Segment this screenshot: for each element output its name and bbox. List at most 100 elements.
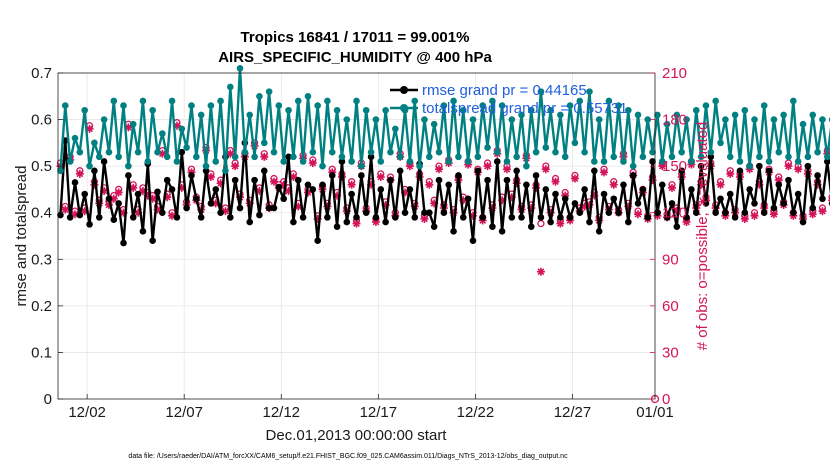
series-point xyxy=(290,218,297,226)
series-point xyxy=(81,106,88,114)
evaluated-obs-point xyxy=(551,177,560,186)
evaluated-obs-stroke xyxy=(294,203,302,210)
series-point xyxy=(649,158,656,165)
series-point xyxy=(765,167,773,175)
series-point xyxy=(479,214,486,221)
series-point xyxy=(285,153,292,161)
series-point xyxy=(673,223,681,230)
series-point xyxy=(547,106,554,114)
series-point xyxy=(178,125,186,133)
legend: rmse grand pr = 0.44165 totalspread gran… xyxy=(390,82,628,117)
evaluated-obs-stroke xyxy=(129,184,137,192)
series-point xyxy=(256,211,263,219)
series-point xyxy=(91,139,98,147)
series-point xyxy=(537,214,545,221)
evaluated-obs-stroke xyxy=(556,220,564,227)
series-point xyxy=(416,162,423,170)
series-point xyxy=(474,153,482,161)
series-point xyxy=(236,65,244,72)
series-point xyxy=(382,218,389,226)
series-point xyxy=(518,214,525,221)
evaluated-obs-stroke xyxy=(634,210,642,218)
series-point xyxy=(125,172,132,179)
series-point xyxy=(367,153,375,161)
legend-rmse-marker xyxy=(400,86,408,94)
series-point xyxy=(372,116,380,123)
series-point xyxy=(110,97,118,105)
series-point xyxy=(464,158,472,165)
y-tick-label-left: 0.2 xyxy=(31,298,52,315)
series-point xyxy=(692,106,700,114)
series-point xyxy=(736,158,744,165)
evaluated-obs-stroke xyxy=(115,189,123,196)
evaluated-obs-point xyxy=(769,210,778,219)
series-point xyxy=(595,228,603,235)
series-point xyxy=(532,148,540,156)
series-point xyxy=(212,186,220,193)
series-point xyxy=(246,111,254,119)
series-point xyxy=(722,209,729,217)
series-point xyxy=(479,102,486,109)
y-tick-label-left: 0 xyxy=(44,391,52,408)
series-point xyxy=(731,214,739,221)
series-point xyxy=(741,209,749,217)
series-point xyxy=(212,158,220,165)
evaluated-obs-stroke xyxy=(260,153,268,161)
series-point xyxy=(571,200,579,207)
series-point xyxy=(159,209,166,217)
series-point xyxy=(76,211,84,219)
series-layer xyxy=(56,65,830,404)
series-point xyxy=(236,204,244,212)
series-point xyxy=(105,148,113,156)
series-point xyxy=(358,172,365,179)
series-point xyxy=(756,153,763,161)
series-point xyxy=(105,195,113,203)
series-point xyxy=(392,125,399,133)
evaluated-obs-point xyxy=(682,218,691,227)
series-point xyxy=(469,237,477,244)
y-tick-label-right: 0 xyxy=(662,391,670,408)
series-point xyxy=(95,153,103,161)
series-point xyxy=(489,97,496,105)
series-point xyxy=(804,153,812,161)
series-point xyxy=(421,209,428,217)
series-point xyxy=(324,97,331,105)
series-point xyxy=(125,162,132,170)
series-point xyxy=(260,167,268,175)
series-point xyxy=(692,209,700,217)
series-point xyxy=(819,195,826,203)
series-point xyxy=(605,97,613,105)
evaluated-obs-stroke xyxy=(425,181,433,189)
evaluated-obs-point xyxy=(75,169,84,178)
series-point xyxy=(790,209,797,217)
series-point xyxy=(702,200,710,207)
x-tick-label: 12/12 xyxy=(262,404,300,421)
series-point xyxy=(566,102,574,109)
series-point xyxy=(353,97,360,105)
evaluated-obs-point xyxy=(818,207,827,216)
series-point xyxy=(115,153,122,161)
evaluated-obs-point xyxy=(740,214,749,223)
series-point xyxy=(81,190,88,198)
evaluated-obs-stroke xyxy=(600,168,608,176)
series-point xyxy=(785,176,792,184)
series-point xyxy=(319,181,326,189)
evaluated-obs-stroke xyxy=(552,178,559,186)
series-point xyxy=(348,190,355,198)
series-point xyxy=(445,181,453,189)
series-point xyxy=(746,186,753,193)
evaluated-obs-stroke xyxy=(726,170,734,178)
y-tick-label-right: 180 xyxy=(662,112,687,129)
series-point xyxy=(445,158,453,165)
evaluated-obs-stroke xyxy=(377,173,385,181)
series-point xyxy=(168,97,176,105)
series-point xyxy=(712,209,719,217)
series-point xyxy=(775,181,783,189)
series-point xyxy=(600,190,608,198)
series-point xyxy=(581,186,588,193)
series-point xyxy=(615,209,622,217)
series-point xyxy=(358,162,365,170)
evaluated-obs-point xyxy=(231,162,240,171)
series-point xyxy=(654,209,661,217)
possible-obs-point xyxy=(828,194,830,201)
